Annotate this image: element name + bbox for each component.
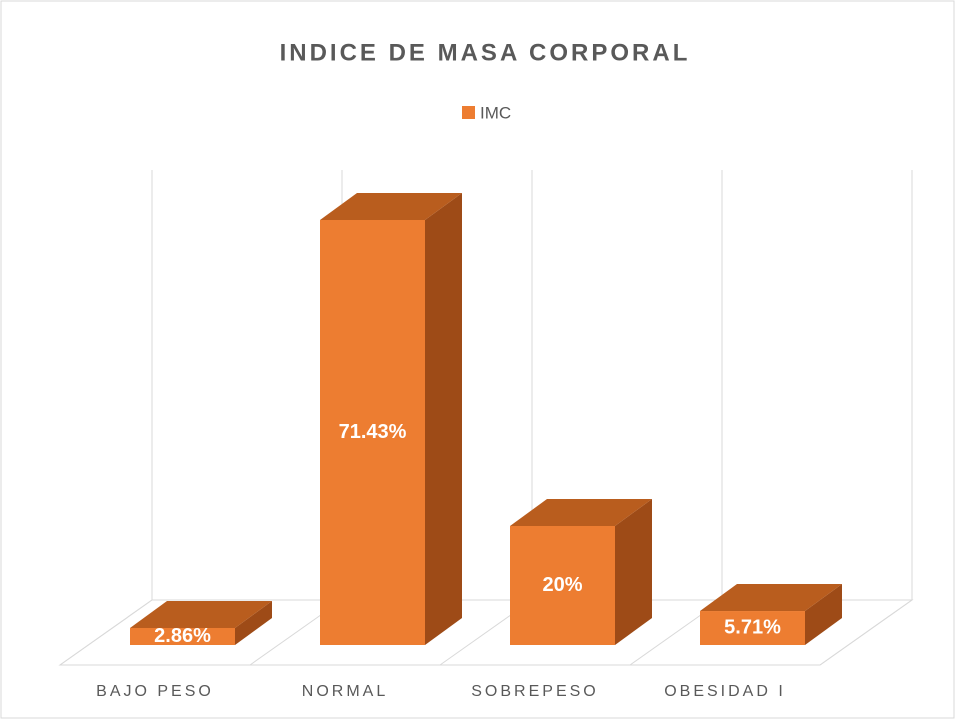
bar-front <box>700 611 805 645</box>
bar-side <box>235 600 272 645</box>
bar <box>130 600 272 645</box>
floor-line <box>59 599 153 666</box>
bar-front <box>510 526 615 645</box>
bar-side <box>615 499 652 645</box>
data-label: 20% <box>542 574 582 596</box>
data-label: 2.86% <box>154 625 211 647</box>
bar-front <box>130 627 235 645</box>
legend-label: IMC <box>480 103 511 122</box>
floor-line <box>819 599 913 666</box>
x-tick-label: SOBREPESO <box>471 683 598 700</box>
chart-title: INDICE DE MASA CORPORAL <box>280 39 691 66</box>
bar-top <box>130 600 272 628</box>
bar-top <box>510 499 652 527</box>
bar-side <box>425 193 462 645</box>
x-tick-label: OBESIDAD I <box>664 683 786 700</box>
x-tick-label: BAJO PESO <box>96 683 214 700</box>
bar-top <box>700 584 842 612</box>
legend-swatch <box>462 106 475 119</box>
data-label: 5.71% <box>724 616 781 638</box>
bar <box>510 499 652 645</box>
bar-front <box>320 220 425 645</box>
bar <box>320 193 462 645</box>
bar-top <box>320 193 462 220</box>
x-tick-label: NORMAL <box>302 683 388 700</box>
data-label: 71.43% <box>339 421 407 443</box>
bar <box>700 584 842 645</box>
bar-side <box>805 584 842 645</box>
